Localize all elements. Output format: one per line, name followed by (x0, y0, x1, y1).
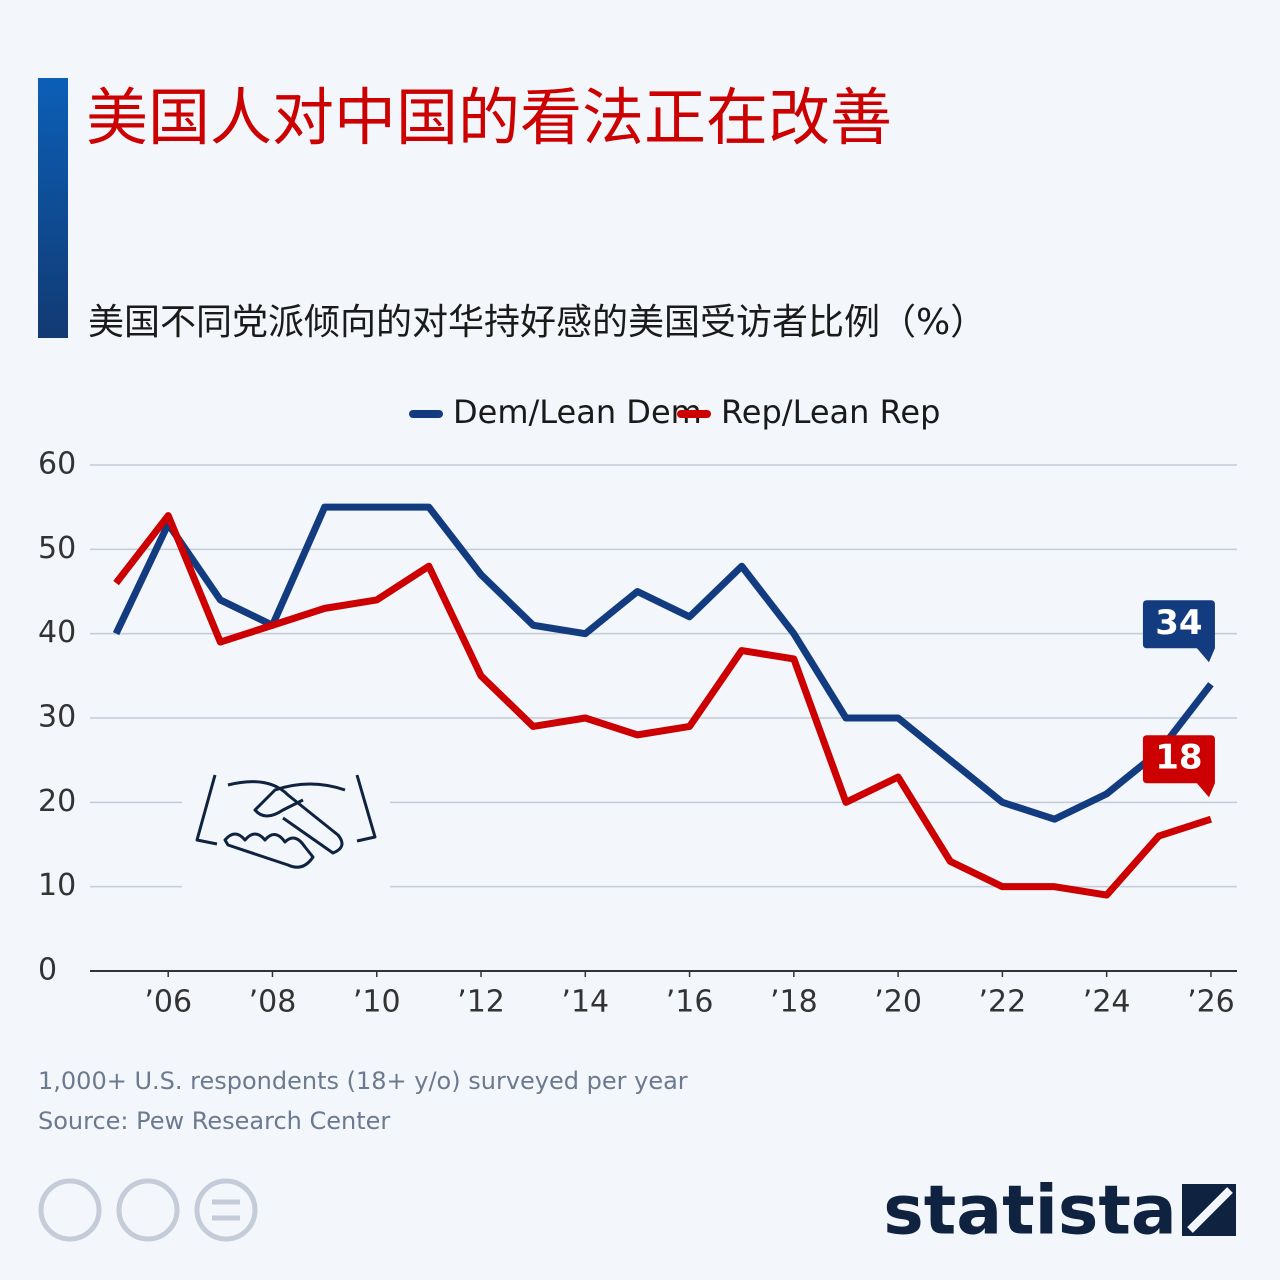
x-tick-label: ’22 (979, 985, 1027, 1020)
brand-logo (1174, 1176, 1244, 1244)
x-tick-label: ’12 (457, 985, 505, 1020)
end-label: 34 (1155, 603, 1202, 643)
note: 1,000+ U.S. respondents (18+ y/o) survey… (38, 1067, 688, 1095)
y-tick-label: 50 (38, 531, 76, 566)
legend-label: Dem/Lean Dem (453, 393, 702, 431)
x-tick-label: ’16 (666, 985, 714, 1020)
x-tick-label: ’10 (353, 985, 401, 1020)
x-tick-label: ’14 (561, 985, 609, 1020)
chart-subtitle: 美国不同党派倾向的对华持好感的美国受访者比例（%） (88, 302, 986, 343)
series-line (113, 512, 1213, 899)
icon-backdrop (182, 760, 390, 900)
end-label-box (1142, 735, 1215, 798)
brand: statista (883, 1172, 1177, 1251)
license-icons (38, 1178, 258, 1242)
x-tick-label: ’08 (249, 985, 297, 1020)
accent-bar (38, 78, 68, 338)
y-tick-label: 10 (38, 868, 76, 903)
x-tick-label: ’06 (144, 985, 192, 1020)
series-line (112, 503, 1214, 823)
x-tick-label: ’26 (1187, 985, 1235, 1020)
x-tick-label: ’24 (1083, 985, 1131, 1020)
x-tick-label: ’20 (874, 985, 922, 1020)
source: Source: Pew Research Center (38, 1107, 390, 1135)
y-tick-label: 30 (38, 700, 76, 735)
y-tick-label: 40 (38, 615, 76, 650)
chart-title: 美国人对中国的看法正在改善 (86, 81, 892, 154)
y-tick-label: 20 (38, 784, 76, 819)
y-tick-label: 60 (38, 447, 76, 482)
end-label-box (1142, 600, 1215, 663)
end-label: 18 (1155, 738, 1202, 778)
x-tick-label: ’18 (770, 985, 818, 1020)
legend-label: Rep/Lean Rep (721, 393, 940, 431)
handshake-icon (195, 774, 377, 869)
y-tick-label: 0 (38, 953, 57, 988)
